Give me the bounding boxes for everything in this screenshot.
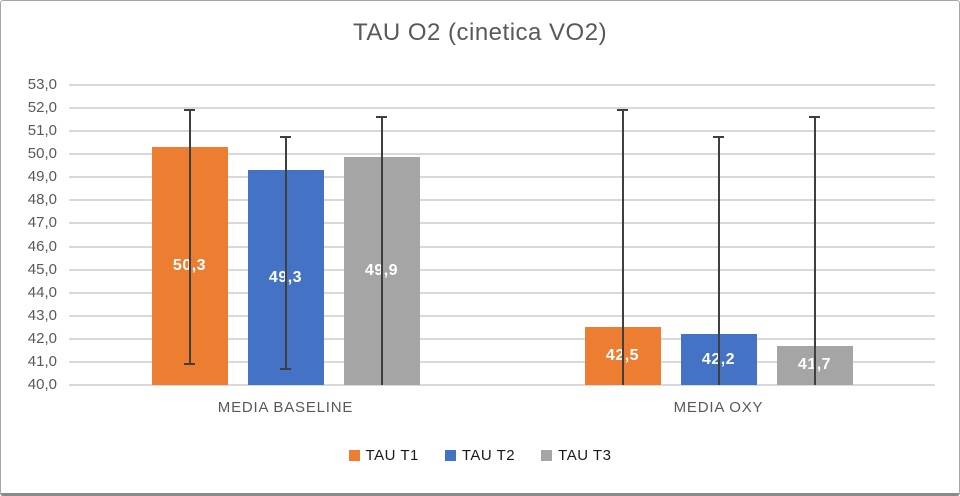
- gridline: [69, 268, 935, 271]
- gridline: [69, 199, 935, 202]
- error-bar-cap-top: [280, 135, 291, 138]
- y-tick-label: 44,0: [27, 283, 57, 301]
- gridline: [69, 176, 935, 179]
- y-tick-label: 50,0: [27, 145, 57, 163]
- gridline: [69, 291, 935, 294]
- y-tick-label: 40,0: [27, 376, 57, 393]
- legend-label: TAU T3: [558, 447, 612, 464]
- y-tick-label: 51,0: [27, 122, 57, 140]
- gridline: [69, 245, 935, 248]
- y-tick-label: 42,0: [27, 329, 57, 347]
- y-tick-label: 49,0: [27, 168, 57, 186]
- gridline: [69, 314, 935, 317]
- legend-label: TAU T2: [461, 447, 516, 464]
- legend-swatch: [541, 450, 553, 461]
- gridline: [69, 107, 935, 110]
- x-category-label: MEDIA OXY: [673, 399, 764, 416]
- legend-item-tau-t1: TAU T1: [348, 447, 419, 464]
- error-bar-cap-top: [617, 109, 628, 112]
- gridline: [69, 84, 935, 86]
- gridline: [69, 337, 935, 340]
- legend: TAU T1 TAU T2 TAU T3: [1, 447, 959, 464]
- gridline: [69, 384, 935, 386]
- legend-swatch: [444, 450, 456, 461]
- error-bar-cap-bottom: [280, 367, 291, 370]
- error-bar-cap-top: [713, 135, 724, 138]
- error-bar-cap-top: [184, 109, 195, 112]
- error-bar-line: [380, 117, 383, 385]
- y-tick-label: 47,0: [27, 214, 57, 232]
- error-bar-line: [717, 136, 720, 385]
- error-bar-cap-top: [809, 116, 820, 119]
- y-tick-label: 48,0: [27, 191, 57, 209]
- gridline: [69, 222, 935, 225]
- y-tick-label: 41,0: [27, 352, 57, 370]
- error-bar-line: [188, 110, 191, 365]
- chart-title: TAU O2 (cinetica VO2): [352, 19, 608, 46]
- error-bar-line: [621, 110, 624, 385]
- legend-item-tau-t2: TAU T2: [444, 447, 516, 464]
- gridline: [69, 130, 935, 133]
- legend-label: TAU T1: [365, 447, 419, 464]
- error-bar-cap-bottom: [184, 363, 195, 366]
- y-tick-label: 52,0: [27, 99, 57, 117]
- y-tick-label: 46,0: [27, 237, 57, 255]
- y-tick-label: 43,0: [27, 306, 57, 324]
- error-bar-line: [813, 117, 816, 385]
- legend-swatch: [348, 450, 360, 461]
- legend-item-tau-t3: TAU T3: [541, 447, 611, 464]
- gridline: [69, 360, 935, 363]
- x-category-label: MEDIA BASELINE: [217, 399, 354, 416]
- error-bar-line: [284, 136, 287, 369]
- error-bar-cap-top: [376, 116, 387, 119]
- y-tick-label: 53,0: [27, 76, 57, 93]
- y-tick-label: 45,0: [27, 260, 57, 278]
- gridline: [69, 153, 935, 156]
